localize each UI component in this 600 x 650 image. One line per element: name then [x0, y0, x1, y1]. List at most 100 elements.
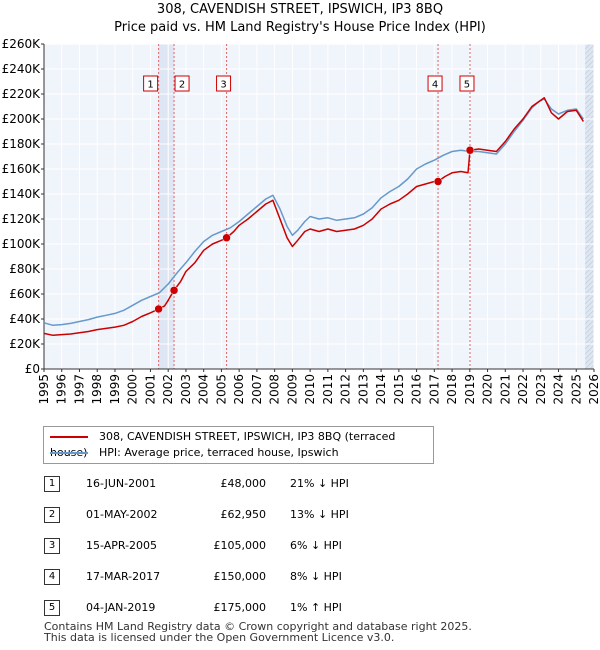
legend-swatch-hpi — [50, 452, 88, 454]
hatch-line — [584, 189, 595, 200]
hatch-line — [584, 169, 595, 180]
hatch-line — [584, 54, 595, 65]
transaction-date: 01-MAY-2002 — [86, 508, 158, 521]
x-tick-label: 2011 — [321, 374, 335, 405]
x-tick-label: 2017 — [427, 374, 441, 405]
y-tick-label: £20K — [9, 337, 41, 351]
x-tick-label: 2026 — [587, 374, 600, 405]
x-tick-label: 1999 — [108, 374, 122, 405]
hatch-line — [584, 124, 595, 135]
table-row: 5 04-JAN-2019 £175,000 1% ↑ HPI — [44, 598, 464, 618]
hatch-line — [584, 94, 595, 105]
hatch-line — [584, 329, 595, 340]
hatch-line — [584, 274, 595, 285]
x-tick-label: 2019 — [463, 374, 477, 405]
sale-label-box — [216, 75, 232, 92]
transaction-number: 1 — [44, 476, 60, 492]
x-tick-label: 2025 — [569, 374, 583, 405]
hatch-line — [584, 184, 595, 195]
transaction-price: £175,000 — [213, 601, 267, 614]
hatch-line — [584, 69, 595, 80]
hatch-line — [584, 89, 595, 100]
hatch-line — [584, 279, 595, 290]
property-price-line — [43, 97, 585, 337]
table-row: 2 01-MAY-2002 £62,950 13% ↓ HPI — [44, 505, 464, 525]
transaction-price: £48,000 — [220, 477, 267, 490]
table-row: 1 16-JUN-2001 £48,000 21% ↓ HPI — [44, 474, 464, 494]
table-row: 4 17-MAR-2017 £150,000 8% ↓ HPI — [44, 567, 464, 587]
hatch-line — [584, 229, 595, 240]
transaction-number: 4 — [44, 569, 60, 585]
hatch-line — [584, 44, 595, 55]
hatch-line — [584, 289, 595, 300]
transaction-price: £62,950 — [220, 508, 267, 521]
hatch-line — [584, 224, 595, 235]
hatch-line — [584, 354, 595, 365]
hatch-line — [584, 244, 595, 255]
hatch-line — [584, 249, 595, 260]
hatch-line — [584, 139, 595, 150]
transaction-hpi: 13% ↓ HPI — [290, 508, 349, 521]
hatch-line — [584, 214, 595, 225]
shaded-region — [158, 44, 175, 369]
hatch-line — [584, 294, 595, 305]
x-tick-label: 2016 — [410, 374, 424, 405]
hatch-line — [589, 364, 595, 370]
x-tick-label: 2014 — [374, 374, 388, 405]
hatch-line — [584, 129, 595, 140]
hatch-line — [584, 99, 595, 110]
hatch-line — [584, 219, 595, 230]
hatch-line — [584, 119, 595, 130]
x-tick-label: 1997 — [72, 374, 86, 405]
hatch-line — [584, 159, 595, 170]
y-tick-label: £80K — [9, 262, 41, 276]
sale-label-box — [427, 75, 443, 92]
x-tick-label: 2009 — [285, 374, 299, 405]
hatch-line — [584, 164, 595, 175]
hatch-line — [584, 109, 595, 120]
y-tick-label: £120K — [2, 212, 42, 226]
hatch-line — [584, 49, 595, 60]
transaction-date: 15-APR-2005 — [86, 539, 158, 552]
y-tick-label: £240K — [2, 62, 42, 76]
table-row: 3 15-APR-2005 £105,000 6% ↓ HPI — [44, 536, 464, 556]
hatch-line — [584, 144, 595, 155]
sale-label-box — [459, 75, 475, 92]
x-tick-label: 2005 — [214, 374, 228, 405]
x-tick-label: 2013 — [356, 374, 370, 405]
transaction-date: 16-JUN-2001 — [86, 477, 157, 490]
x-tick-label: 2022 — [516, 374, 530, 405]
x-tick-label: 2012 — [339, 374, 353, 405]
x-tick-label: 2015 — [392, 374, 406, 405]
x-tick-label: 1998 — [90, 374, 104, 405]
x-tick-label: 2008 — [268, 374, 282, 405]
x-tick-label: 2002 — [161, 374, 175, 405]
x-tick-label: 2006 — [232, 374, 246, 405]
y-tick-label: £0 — [25, 362, 40, 376]
hatch-line — [584, 43, 591, 50]
transaction-hpi: 8% ↓ HPI — [290, 570, 342, 583]
x-tick-label: 2001 — [143, 374, 157, 405]
hatch-line — [584, 194, 595, 205]
x-tick-label: 2021 — [498, 374, 512, 405]
y-tick-label: £200K — [2, 112, 42, 126]
transaction-price: £150,000 — [213, 570, 267, 583]
hatch-line — [584, 149, 595, 160]
x-tick-label: 2007 — [250, 374, 264, 405]
hatch-line — [584, 304, 595, 315]
sale-label: 2 — [179, 80, 185, 91]
legend-item-property: 308, CAVENDISH STREET, IPSWICH, IP3 8BQ … — [50, 429, 433, 459]
sale-label: 5 — [464, 80, 470, 91]
sale-point — [222, 233, 231, 242]
transaction-number: 2 — [44, 507, 60, 523]
legend-item-hpi: HPI: Average price, terraced house, Ipsw… — [50, 445, 339, 461]
y-tick-label: £160K — [2, 162, 42, 176]
footer-copyright: Contains HM Land Registry data © Crown c… — [44, 620, 472, 633]
hpi-line — [43, 98, 585, 327]
hatch-line — [584, 209, 595, 220]
hatch-line — [584, 254, 595, 265]
shaded-region — [585, 44, 594, 369]
hatch-line — [584, 79, 595, 90]
legend: 308, CAVENDISH STREET, IPSWICH, IP3 8BQ … — [43, 426, 434, 464]
hatch-line — [584, 299, 595, 310]
